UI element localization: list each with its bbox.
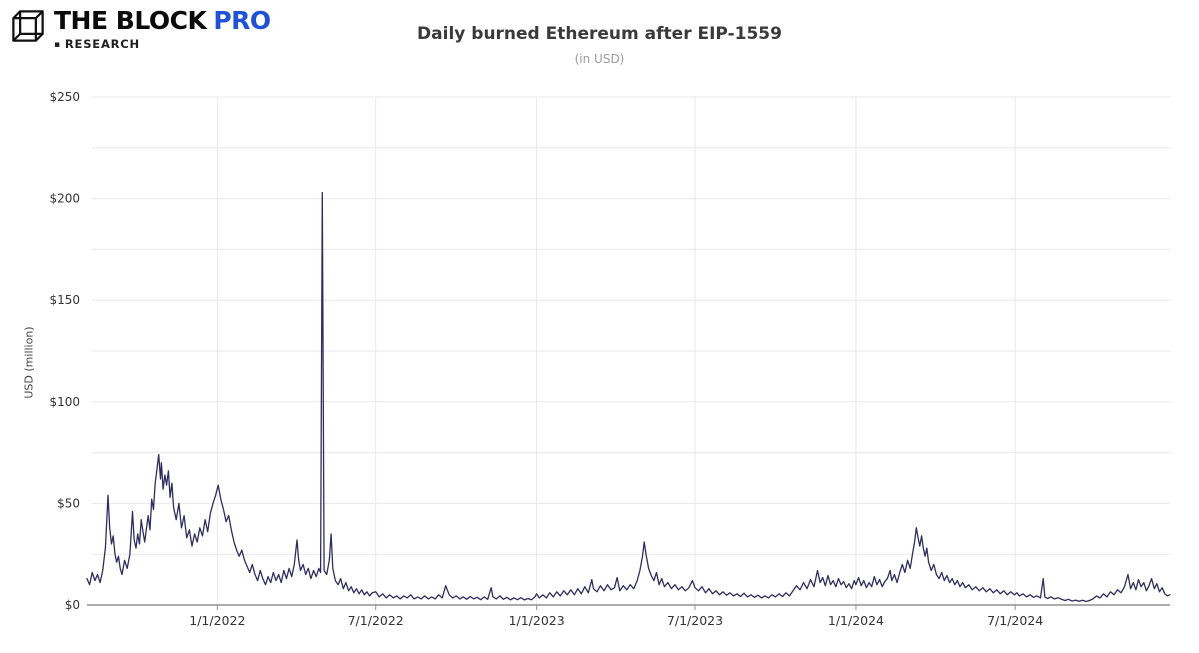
- svg-text:$50: $50: [57, 496, 80, 510]
- svg-text:7/1/2024: 7/1/2024: [987, 613, 1043, 628]
- y-axis-labels: $0 $50 $100 $150 $200 $250: [49, 90, 80, 612]
- chart-title: Daily burned Ethereum after EIP-1559: [417, 24, 782, 44]
- svg-text:1/1/2023: 1/1/2023: [509, 613, 565, 628]
- research-label: RESEARCH: [64, 37, 140, 51]
- svg-text:$150: $150: [49, 293, 80, 307]
- brand-header: THE BLOCK PRO ▪ RESEARCH: [10, 6, 271, 51]
- x-axis-ticks: [216, 605, 1016, 610]
- vertical-gridlines: [216, 97, 1016, 605]
- svg-text:1/1/2022: 1/1/2022: [189, 613, 245, 628]
- svg-text:$100: $100: [49, 395, 80, 409]
- chart-subtitle: (in USD): [574, 52, 625, 66]
- svg-text:7/1/2023: 7/1/2023: [667, 613, 723, 628]
- brand-name: THE BLOCK PRO: [54, 6, 271, 36]
- brand-the-block: THE BLOCK: [54, 6, 207, 35]
- svg-text:$200: $200: [49, 192, 80, 206]
- research-bullet-icon: ▪: [54, 40, 61, 50]
- brand-research: ▪ RESEARCH: [54, 37, 271, 51]
- svg-text:$250: $250: [49, 90, 80, 104]
- the-block-logo-icon: [12, 10, 44, 42]
- svg-text:$0: $0: [65, 598, 80, 612]
- brand-pro: PRO: [213, 6, 271, 35]
- svg-text:7/1/2022: 7/1/2022: [348, 613, 404, 628]
- horizontal-gridlines: [92, 96, 1170, 555]
- x-axis-labels: 1/1/2022 7/1/2022 1/1/2023 7/1/2023 1/1/2024…: [189, 613, 1043, 628]
- burned-eth-series-line: [86, 191, 1171, 603]
- brand-text: THE BLOCK PRO ▪ RESEARCH: [54, 6, 271, 51]
- svg-text:1/1/2024: 1/1/2024: [828, 613, 884, 628]
